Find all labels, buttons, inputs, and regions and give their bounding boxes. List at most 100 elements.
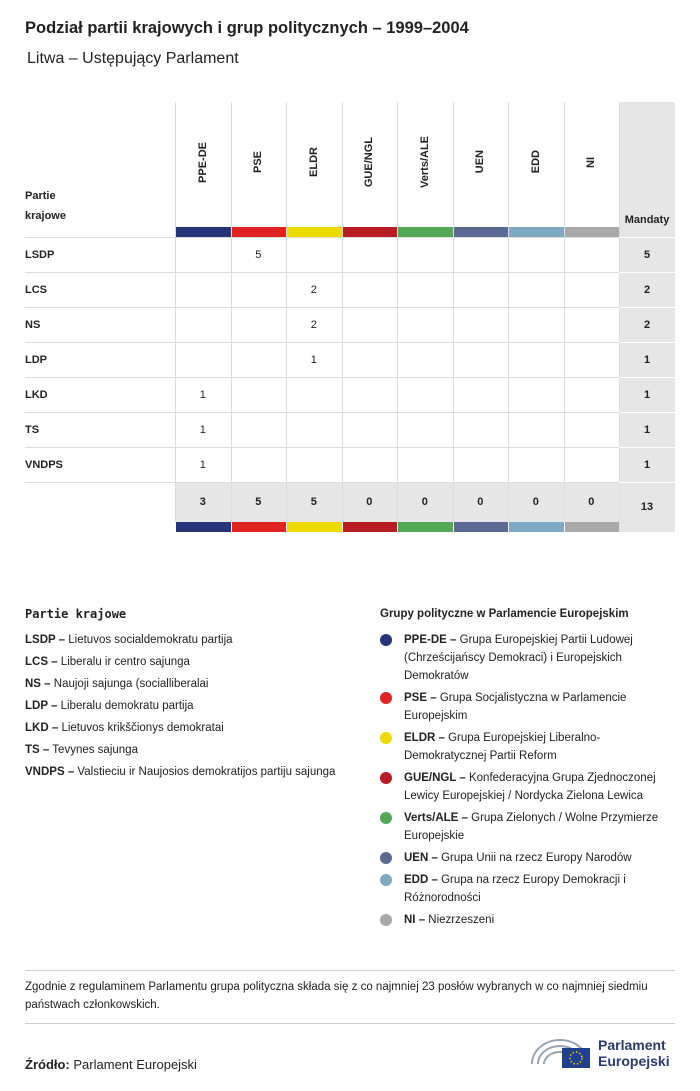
legend-text: Grupa na rzecz Europy Demokracji i Różno… [404, 874, 626, 904]
legend-key: TS – [25, 744, 50, 756]
column-header: EDD [508, 122, 564, 202]
legend-item: TS – Tevynes sajunga [25, 741, 345, 759]
row-total: 1 [643, 353, 651, 366]
legend-item: VNDPS – Valstieciu ir Naujosios demokrat… [25, 763, 345, 781]
legend-text: Grupa Europejskiej Partii Ludowej (Chrze… [404, 634, 633, 682]
column-total: 0 [366, 496, 373, 508]
legend-key: VNDPS – [25, 766, 75, 778]
total-column-bg [619, 102, 675, 532]
legend-text: Grupa Europejskiej Liberalno-Demokratycz… [404, 732, 601, 762]
legend-dot [380, 812, 392, 824]
legend-key: EDD – [404, 874, 438, 886]
legend-key: LCS – [25, 656, 58, 668]
row-line [619, 412, 675, 413]
legend-item: Verts/ALE – Grupa Zielonych / Wolne Przy… [380, 809, 674, 845]
legend-key: UEN – [404, 852, 438, 864]
legend-item: UEN – Grupa Unii na rzecz Europy Narodów [380, 849, 674, 867]
row-total: 1 [643, 423, 651, 436]
legend-text: Tevynes sajunga [52, 744, 138, 756]
seat-count: 5 [255, 248, 262, 261]
color-bar [509, 522, 564, 532]
column-total: 0 [421, 496, 428, 508]
column-line [230, 102, 232, 522]
legend-item: LSDP – Lietuvos socialdemokratu partija [25, 631, 345, 649]
legend-title: Partie krajowe [25, 607, 127, 621]
logo-line: Parlament [598, 1037, 666, 1053]
legend-item: LKD – Lietuvos krikščionys demokratai [25, 719, 345, 737]
column-header-text: Verts/ALE [418, 136, 431, 188]
column-line [341, 102, 343, 522]
legend-dot [380, 852, 392, 864]
legend-text: Liberalu demokratu partija [60, 700, 194, 712]
column-header-text: PPE-DE [196, 141, 209, 183]
legend-text: Naujoji sajunga (socialliberalai [53, 678, 209, 690]
legend-text: Valstieciu ir Naujosios demokratijos par… [77, 766, 336, 778]
legend-key: LDP – [25, 700, 58, 712]
color-bar [342, 227, 397, 237]
column-line [563, 102, 565, 522]
legend-dot [380, 772, 392, 784]
color-bar [176, 227, 231, 237]
legend-dot [380, 914, 392, 926]
subtitle: Litwa – Ustępujący Parlament [27, 50, 239, 67]
column-line [175, 102, 176, 522]
column-header-text: GUE/NGL [363, 136, 376, 188]
column-header-text: PSE [252, 150, 265, 173]
legend-dot [380, 634, 392, 646]
column-total: 0 [477, 496, 484, 508]
column-line [452, 102, 454, 522]
column-line [286, 102, 287, 522]
legend-text: Niezrzeszeni [428, 914, 495, 926]
grand-total: 13 [640, 501, 654, 513]
column-header: UEN [453, 122, 509, 202]
logo-text: Parlament Europejski [598, 1037, 670, 1069]
legend-dot [380, 692, 392, 704]
column-line [508, 102, 509, 522]
seat-count: 1 [310, 353, 317, 366]
row-line [25, 482, 619, 483]
color-bar [564, 522, 619, 532]
column-header-text: ELDR [307, 147, 320, 177]
color-bar [342, 522, 397, 532]
row-total: 5 [643, 248, 651, 261]
title: Podział partii krajowych i grup politycz… [25, 19, 469, 37]
source: Źródło: Parlament Europejski [25, 1057, 197, 1072]
row-line [25, 447, 619, 448]
column-total: 3 [199, 496, 206, 508]
column-total: 5 [310, 496, 317, 508]
legend-item: ELDR – Grupa Europejskiej Liberalno-Demo… [380, 729, 674, 765]
row-line [25, 237, 619, 238]
color-bar [509, 227, 564, 237]
logo-icon [531, 1039, 590, 1068]
legend-key: LSDP – [25, 634, 66, 646]
source-label: Źródło: [25, 1057, 70, 1072]
color-bar [287, 522, 342, 532]
row-line [619, 237, 675, 238]
group-legend: Grupy polityczne w Parlamencie Europejsk… [380, 605, 674, 933]
row-line [25, 307, 619, 308]
color-bar [453, 522, 508, 532]
row-line [619, 272, 675, 273]
column-total: 0 [532, 496, 539, 508]
party-name: LCS [25, 283, 47, 296]
color-bar [231, 522, 286, 532]
column-header: PPE-DE [175, 122, 231, 202]
legend-dot [380, 732, 392, 744]
party-name: LKD [25, 388, 48, 401]
divider [25, 970, 675, 971]
seat-count: 2 [310, 318, 317, 331]
column-line [397, 102, 398, 522]
legend-key: GUE/NGL – [404, 772, 466, 784]
column-header: PSE [231, 122, 287, 202]
row-line [25, 272, 619, 273]
source-text: Parlament Europejski [73, 1057, 197, 1072]
column-header: Verts/ALE [397, 122, 453, 202]
party-name: VNDPS [25, 458, 63, 471]
row-line [619, 307, 675, 308]
party-name: LSDP [25, 248, 55, 261]
legend-item: LCS – Liberalu ir centro sajunga [25, 653, 345, 671]
row-total: 2 [643, 318, 651, 331]
row-line [25, 342, 619, 343]
column-header-text: NI [585, 156, 598, 168]
